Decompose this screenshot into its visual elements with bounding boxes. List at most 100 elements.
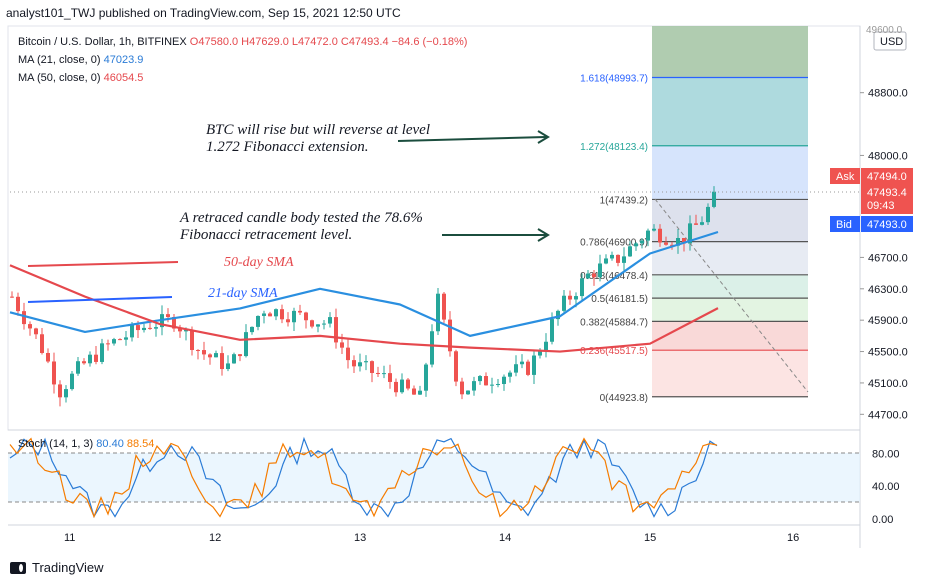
- candle-body: [382, 373, 386, 375]
- price-tick-top: 49600.0: [866, 25, 903, 36]
- ma21-line[interactable]: [9, 230, 719, 337]
- candle-body: [64, 389, 68, 398]
- stoch-tick-label: 80.00: [872, 448, 900, 460]
- candle-body: [394, 381, 398, 393]
- ma50-line[interactable]: [9, 264, 719, 353]
- fib-zones: [652, 26, 808, 397]
- candle-body: [520, 361, 524, 365]
- legend-stoch-row: Stoch (14, 1, 3) 80.40 88.54: [18, 438, 154, 450]
- candle-body: [358, 362, 362, 367]
- candle-body: [400, 379, 404, 393]
- candle-body: [370, 361, 374, 373]
- price-axis[interactable]: 48800.0 48000.0 46700.0 46300.0 45900.0 45500…: [860, 88, 908, 422]
- footer: TradingView: [10, 560, 104, 575]
- candle-body: [130, 325, 134, 338]
- time-tick-label: 13: [354, 532, 366, 544]
- candle-body: [196, 350, 200, 352]
- bid-tag-label: Bid: [836, 219, 852, 231]
- candle-body: [574, 296, 578, 300]
- candle-body: [292, 310, 296, 323]
- candle-body: [40, 334, 44, 353]
- candle-body: [454, 351, 458, 382]
- candle-body: [496, 384, 500, 386]
- price-tick-label: 46300.0: [868, 284, 908, 296]
- candle-body: [118, 339, 122, 341]
- candle-body: [634, 243, 638, 247]
- time-tick-label: 14: [499, 532, 511, 544]
- last-price-tag-bg: [861, 184, 913, 214]
- price-tick-label: 46700.0: [868, 252, 908, 264]
- time-tick-label: 15: [644, 532, 656, 544]
- candle-body: [10, 296, 14, 298]
- candle-body: [106, 343, 110, 345]
- candle-body: [136, 325, 140, 331]
- candle-body: [568, 295, 572, 300]
- candle-body: [112, 339, 116, 344]
- candle-body: [538, 351, 542, 356]
- candle-body: [184, 329, 188, 332]
- price-tick-label: 45500.0: [868, 347, 908, 359]
- candle-body: [34, 328, 38, 335]
- candle-body: [694, 223, 698, 225]
- candle-body: [154, 327, 158, 329]
- legend-ma21-value: 47023.9: [103, 54, 144, 66]
- candle-body: [592, 273, 596, 278]
- currency-button[interactable]: [873, 31, 907, 51]
- candle-body: [484, 376, 488, 386]
- candle-body: [28, 324, 32, 329]
- candle-body: [70, 373, 74, 390]
- time-tick-label: 12: [209, 532, 221, 544]
- candle-body: [544, 341, 548, 352]
- note1-line1: BTC will rise but will reverse at level: [206, 122, 430, 138]
- candle-body: [124, 337, 128, 340]
- candle-body: [364, 361, 368, 363]
- fib-trend-dashed[interactable]: [654, 198, 809, 393]
- candle-body: [418, 390, 422, 395]
- sma21-trendline[interactable]: [27, 296, 173, 303]
- ask-tag-label: Ask: [836, 171, 855, 183]
- candle-body: [712, 191, 716, 207]
- candle-body: [436, 293, 440, 332]
- candle-body: [550, 319, 554, 342]
- price-tick-label: 45900.0: [868, 315, 908, 327]
- ask-tag-value: 47494.0: [867, 171, 907, 183]
- candle-body: [244, 332, 248, 357]
- candle-body: [472, 381, 476, 391]
- stoch-axis: 80.00 40.00 0.00: [872, 448, 900, 526]
- candle-body: [676, 238, 680, 246]
- candle-body: [76, 361, 80, 374]
- candle-body: [664, 242, 668, 245]
- candle-body: [466, 390, 470, 395]
- sma50-trendline[interactable]: [27, 261, 179, 267]
- candle-body: [424, 364, 428, 391]
- currency-label: USD: [880, 36, 903, 48]
- candle-body: [514, 364, 518, 373]
- legend-symbol-row: Bitcoin / U.S. Dollar, 1h, BITFINEX O475…: [18, 36, 467, 48]
- stoch-d-line: [9, 437, 718, 519]
- candle-body: [94, 354, 98, 362]
- candle-body: [706, 206, 710, 223]
- candle-body: [22, 311, 26, 325]
- last-price-value: 47493.4: [867, 187, 907, 199]
- bar-countdown: 09:43: [867, 200, 895, 212]
- candle-body: [586, 273, 590, 279]
- candle-body: [214, 353, 218, 358]
- note2-line2: Fibonacci retracement level.: [179, 227, 352, 243]
- fib-zone-top: [652, 26, 808, 78]
- candle-body: [670, 244, 674, 246]
- time-axis[interactable]: 11 12 13 14 15 16: [64, 532, 799, 544]
- candle-body: [190, 329, 194, 351]
- candle-body: [58, 384, 62, 398]
- candle-body: [430, 331, 434, 365]
- stoch-k-line: [9, 436, 718, 519]
- note1-line2: 1.272 Fibonacci extension.: [206, 139, 368, 155]
- candle-body: [388, 373, 392, 382]
- candle-body: [688, 223, 692, 244]
- candle-body: [628, 246, 632, 257]
- fib-level-label: 0.236(45517.5): [580, 346, 648, 357]
- candles: [10, 186, 716, 407]
- candle-body: [526, 361, 530, 375]
- stoch-tick-label: 40.00: [872, 481, 900, 493]
- legend-ma21-label: MA (21, close, 0): [18, 54, 101, 66]
